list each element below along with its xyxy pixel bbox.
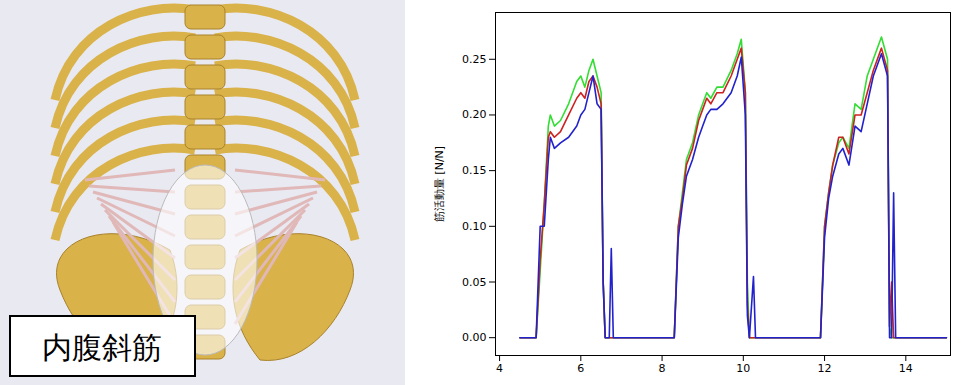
svg-text:0.05: 0.05 bbox=[462, 276, 487, 289]
svg-text:8: 8 bbox=[659, 362, 666, 375]
svg-text:0.15: 0.15 bbox=[462, 164, 487, 177]
svg-text:6: 6 bbox=[577, 362, 584, 375]
svg-text:0.00: 0.00 bbox=[462, 331, 487, 344]
svg-text:10: 10 bbox=[736, 362, 750, 375]
svg-text:0.10: 0.10 bbox=[462, 220, 487, 233]
svg-text:4: 4 bbox=[496, 362, 503, 375]
svg-text:内腹斜筋: 内腹斜筋 bbox=[42, 330, 162, 365]
svg-text:0.20: 0.20 bbox=[462, 108, 487, 121]
svg-text:12: 12 bbox=[818, 362, 832, 375]
svg-text:14: 14 bbox=[899, 362, 913, 375]
svg-text:0.25: 0.25 bbox=[462, 53, 487, 66]
svg-text:筋活動量 [N/N]: 筋活動量 [N/N] bbox=[433, 146, 446, 222]
